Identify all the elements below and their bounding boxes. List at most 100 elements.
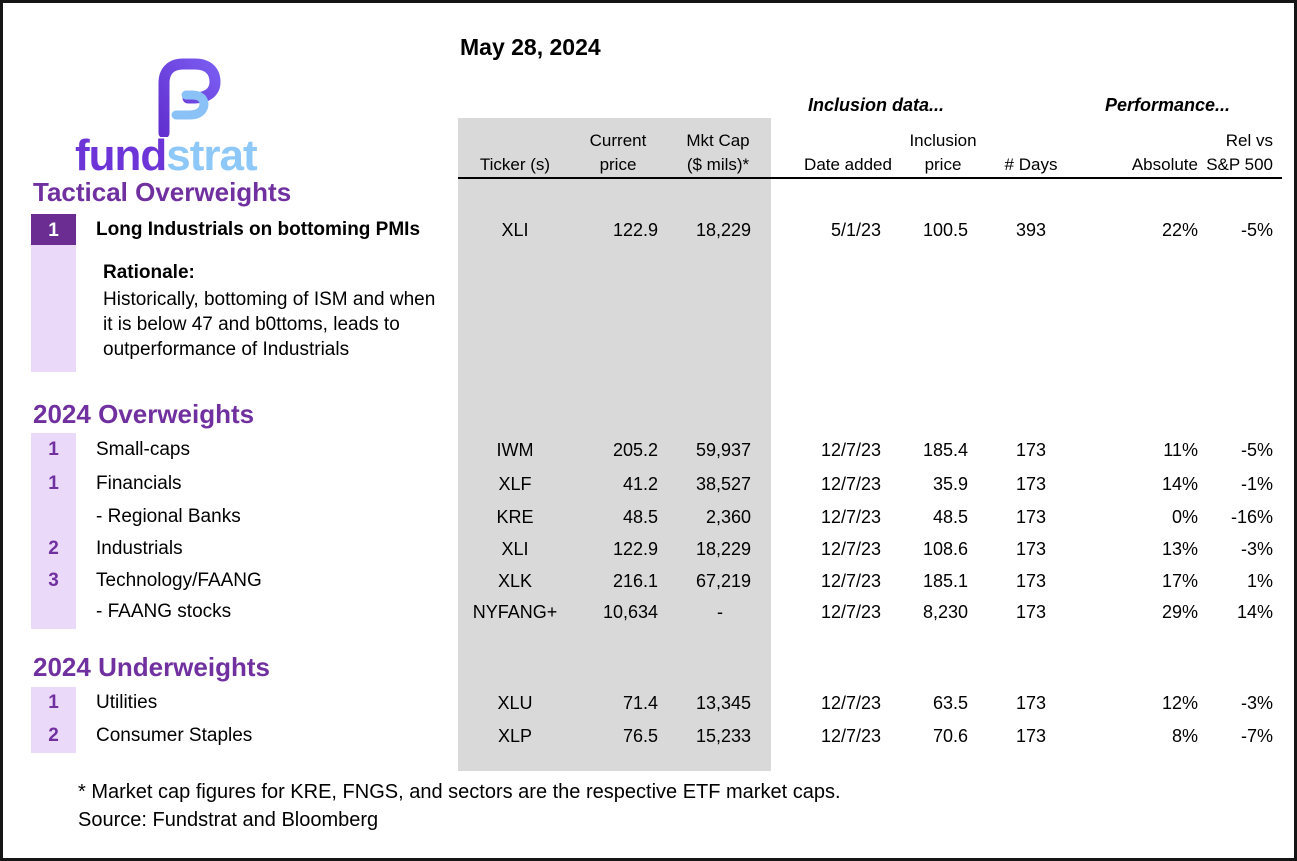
cell-days: 173 xyxy=(1015,539,1047,559)
cell-absolute-performance: 0% xyxy=(1171,507,1198,527)
cell-rel-sp500-performance: -5% xyxy=(1240,440,1273,460)
section-heading-tactical-overweights: Tactical Overweights xyxy=(33,177,292,207)
cell-current-price: 71.4 xyxy=(622,693,658,713)
cell-mkt-cap: 59,937 xyxy=(695,440,751,460)
cell-date-added: 12/7/23 xyxy=(820,693,881,713)
table-row: 1 Financials XLF 41.2 38,527 12/7/23 35.… xyxy=(3,471,1294,497)
brand-wordmark-prefix: fund xyxy=(75,131,167,180)
cell-inclusion-price: 48.5 xyxy=(932,507,968,527)
row-number-badge: 3 xyxy=(48,570,59,591)
underweights-lavender-strip xyxy=(31,687,76,753)
cell-current-price: 41.2 xyxy=(622,474,658,494)
table-row: 2 Consumer Staples XLP 76.5 15,233 12/7/… xyxy=(3,723,1294,749)
cell-ticker: XLU xyxy=(497,693,533,713)
cell-mkt-cap: 2,360 xyxy=(705,507,751,527)
overweights-lavender-strip xyxy=(31,433,76,629)
section-heading-2024-underweights: 2024 Underweights xyxy=(33,652,270,682)
cell-absolute-performance: 13% xyxy=(1161,539,1198,559)
cell-mkt-cap: - xyxy=(717,602,723,622)
ticker-columns-shading xyxy=(458,118,771,771)
cell-current-price: 205.2 xyxy=(612,440,658,460)
cell-mkt-cap: 13,345 xyxy=(695,693,751,713)
cell-absolute-performance: 12% xyxy=(1161,693,1198,713)
cell-days: 173 xyxy=(1015,693,1047,713)
cell-inclusion-price: 108.6 xyxy=(922,539,968,559)
cell-ticker: IWM xyxy=(496,440,534,460)
cell-ticker: XLK xyxy=(497,571,533,591)
section-heading-2024-overweights: 2024 Overweights xyxy=(33,399,255,429)
cell-days: 173 xyxy=(1015,507,1047,527)
brand-wordmark: fundstrat xyxy=(75,131,258,181)
row-number-badge: 1 xyxy=(48,692,59,713)
cell-ticker: XLF xyxy=(498,474,532,494)
cell-absolute-performance: 14% xyxy=(1161,474,1198,494)
cell-inclusion-price: 185.1 xyxy=(922,571,968,591)
cell-current-price: 10,634 xyxy=(602,602,658,622)
group-header-performance: Performance... xyxy=(1105,95,1231,115)
rationale-title: Rationale: xyxy=(103,262,195,283)
table-row: 3 Technology/FAANG XLK 216.1 67,219 12/7… xyxy=(3,568,1294,594)
cell-date-added: 12/7/23 xyxy=(820,602,881,622)
cell-ticker: NYFANG+ xyxy=(472,602,558,622)
report-date: May 28, 2024 xyxy=(460,34,601,60)
column-header-days: # Days xyxy=(1004,155,1058,174)
cell-rel-sp500-performance: 14% xyxy=(1236,602,1273,622)
row-label: - Regional Banks xyxy=(96,506,241,527)
cell-inclusion-price: 100.5 xyxy=(922,220,968,240)
fundstrat-logo-icon xyxy=(158,58,221,137)
cell-ticker: KRE xyxy=(496,507,534,527)
cell-absolute-performance: 17% xyxy=(1161,571,1198,591)
row-label: Long Industrials on bottoming PMIs xyxy=(96,219,421,240)
cell-date-added: 12/7/23 xyxy=(820,726,881,746)
column-header-mkt-cap: Mkt Cap ($ mils)* xyxy=(686,131,750,174)
cell-mkt-cap: 67,219 xyxy=(695,571,751,591)
cell-mkt-cap: 18,229 xyxy=(695,220,751,240)
table-row: 1 Small-caps IWM 205.2 59,937 12/7/23 18… xyxy=(3,437,1294,463)
cell-current-price: 216.1 xyxy=(612,571,658,591)
cell-days: 173 xyxy=(1015,602,1047,622)
cell-rel-sp500-performance: -1% xyxy=(1240,474,1273,494)
row-label: Financials xyxy=(96,473,182,494)
cell-rel-sp500-performance: -5% xyxy=(1240,220,1273,240)
tactical-lavender-strip xyxy=(31,245,76,372)
cell-ticker: XLP xyxy=(497,726,533,746)
cell-absolute-performance: 22% xyxy=(1161,220,1198,240)
cell-days: 393 xyxy=(1015,220,1047,240)
row-label: Industrials xyxy=(96,538,183,559)
cell-rel-sp500-performance: 1% xyxy=(1246,571,1273,591)
cell-inclusion-price: 8,230 xyxy=(922,602,968,622)
cell-mkt-cap: 18,229 xyxy=(695,539,751,559)
brand-wordmark-suffix: strat xyxy=(166,131,257,180)
cell-current-price: 122.9 xyxy=(612,220,658,240)
row-number-badge: 1 xyxy=(48,473,59,494)
cell-current-price: 122.9 xyxy=(612,539,658,559)
cell-inclusion-price: 185.4 xyxy=(922,440,968,460)
cell-current-price: 48.5 xyxy=(622,507,658,527)
cell-mkt-cap: 38,527 xyxy=(695,474,751,494)
table-row: 1 Long Industrials on bottoming PMIs XLI… xyxy=(3,217,1294,243)
cell-days: 173 xyxy=(1015,440,1047,460)
footnote-market-cap: * Market cap figures for KRE, FNGS, and … xyxy=(78,781,841,803)
cell-ticker: XLI xyxy=(501,220,529,240)
cell-absolute-performance: 11% xyxy=(1163,440,1198,460)
cell-inclusion-price: 35.9 xyxy=(932,474,968,494)
cell-date-added: 12/7/23 xyxy=(820,539,881,559)
cell-date-added: 12/7/23 xyxy=(820,474,881,494)
cell-inclusion-price: 63.5 xyxy=(932,693,968,713)
column-header-absolute: Absolute xyxy=(1131,155,1198,174)
cell-absolute-performance: 29% xyxy=(1161,602,1198,622)
cell-rel-sp500-performance: -3% xyxy=(1240,693,1273,713)
cell-current-price: 76.5 xyxy=(622,726,658,746)
table-row: - FAANG stocks NYFANG+ 10,634 - 12/7/23 … xyxy=(3,599,1294,625)
column-header-ticker: Ticker (s) xyxy=(479,155,551,174)
cell-days: 173 xyxy=(1015,571,1047,591)
row-label: Utilities xyxy=(96,692,158,713)
group-header-inclusion-data: Inclusion data... xyxy=(808,95,945,115)
cell-days: 173 xyxy=(1015,726,1047,746)
rationale-line: Historically, bottoming of ISM and when xyxy=(103,289,436,310)
row-label: - FAANG stocks xyxy=(96,601,232,622)
cell-rel-sp500-performance: -3% xyxy=(1240,539,1273,559)
rationale-line: outperformance of Industrials xyxy=(103,339,350,360)
header-rule xyxy=(458,177,1282,179)
